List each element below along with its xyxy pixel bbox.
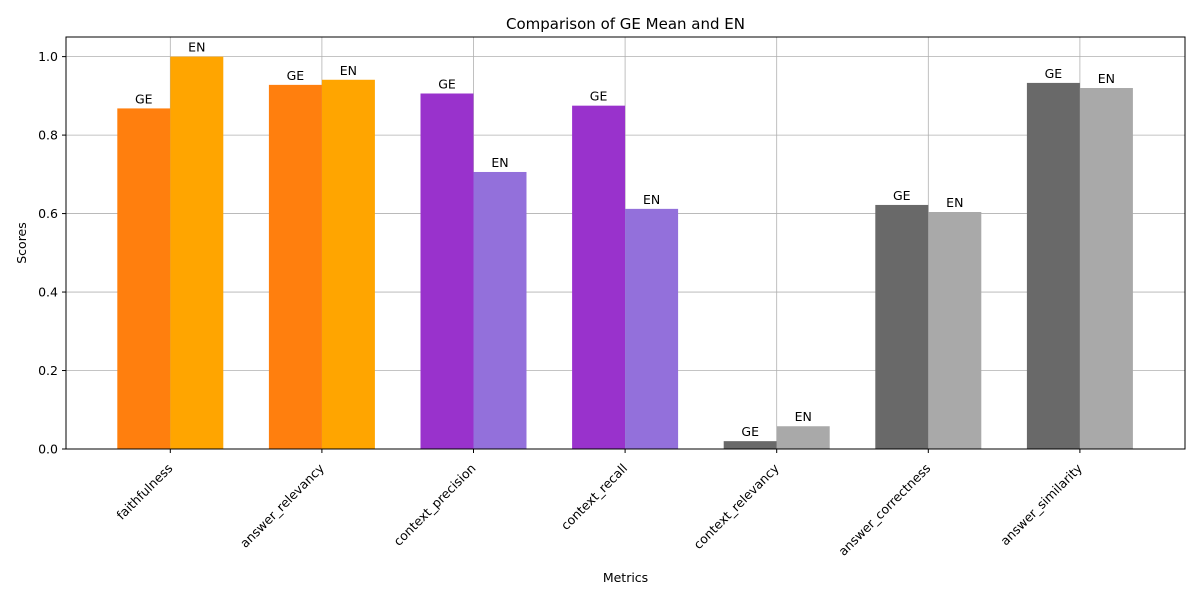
x-tick-label: context_precision xyxy=(390,461,478,549)
bar-label-en: EN xyxy=(491,155,508,170)
bar-layer xyxy=(117,56,1133,450)
x-tick-label: answer_correctness xyxy=(835,461,933,559)
bar-ge-context_precision xyxy=(420,93,474,449)
bar-en-context_precision xyxy=(473,171,527,449)
y-tick-label: 1.0 xyxy=(38,49,58,64)
y-tick-label: 0.4 xyxy=(38,285,58,300)
x-axis-title: Metrics xyxy=(603,570,648,585)
bar-label-en: EN xyxy=(795,409,812,424)
x-tick-label: context_recall xyxy=(558,461,630,533)
y-tick-label: 0.8 xyxy=(38,128,58,143)
bar-en-answer_similarity xyxy=(1079,88,1133,449)
bar-label-en: EN xyxy=(643,192,660,207)
bar-ge-context_relevancy xyxy=(723,441,777,449)
x-tick-label: context_relevancy xyxy=(690,460,782,552)
bar-label-ge: GE xyxy=(893,188,911,203)
bar-ge-context_recall xyxy=(572,105,626,450)
label-layer: GE GE GE GE GE GE GE EN EN EN EN EN EN EN xyxy=(135,40,1115,440)
bar-ge-answer_relevancy xyxy=(268,84,322,449)
bar-label-en: EN xyxy=(1098,71,1115,86)
bar-label-ge: GE xyxy=(1045,66,1063,81)
bar-label-en: EN xyxy=(946,195,963,210)
bar-label-ge: GE xyxy=(135,91,153,106)
x-tick-label: answer_relevancy xyxy=(237,460,327,550)
bar-en-faithfulness xyxy=(170,56,224,449)
x-tick-label: faithfulness xyxy=(113,461,175,523)
y-tick-label: 0.0 xyxy=(38,442,58,457)
bar-label-en: EN xyxy=(188,40,205,55)
bar-label-en: EN xyxy=(340,63,357,78)
bar-ge-answer_correctness xyxy=(875,204,929,449)
bar-en-answer_relevancy xyxy=(321,79,375,449)
bar-label-ge: GE xyxy=(438,77,456,92)
bar-ge-answer_similarity xyxy=(1026,82,1080,449)
bar-en-context_recall xyxy=(625,208,679,449)
bar-en-answer_correctness xyxy=(928,212,982,449)
bar-ge-faithfulness xyxy=(117,108,171,449)
x-tick-label: answer_similarity xyxy=(997,460,1085,548)
bar-label-ge: GE xyxy=(741,424,759,439)
bar-label-ge: GE xyxy=(590,89,608,104)
y-axis-title: Scores xyxy=(14,222,29,264)
chart-title: Comparison of GE Mean and EN xyxy=(506,15,745,33)
y-tick-label: 0.2 xyxy=(38,363,58,378)
y-tick-label: 0.6 xyxy=(38,206,58,221)
bar-label-ge: GE xyxy=(287,68,305,83)
bar-en-context_relevancy xyxy=(776,426,830,449)
